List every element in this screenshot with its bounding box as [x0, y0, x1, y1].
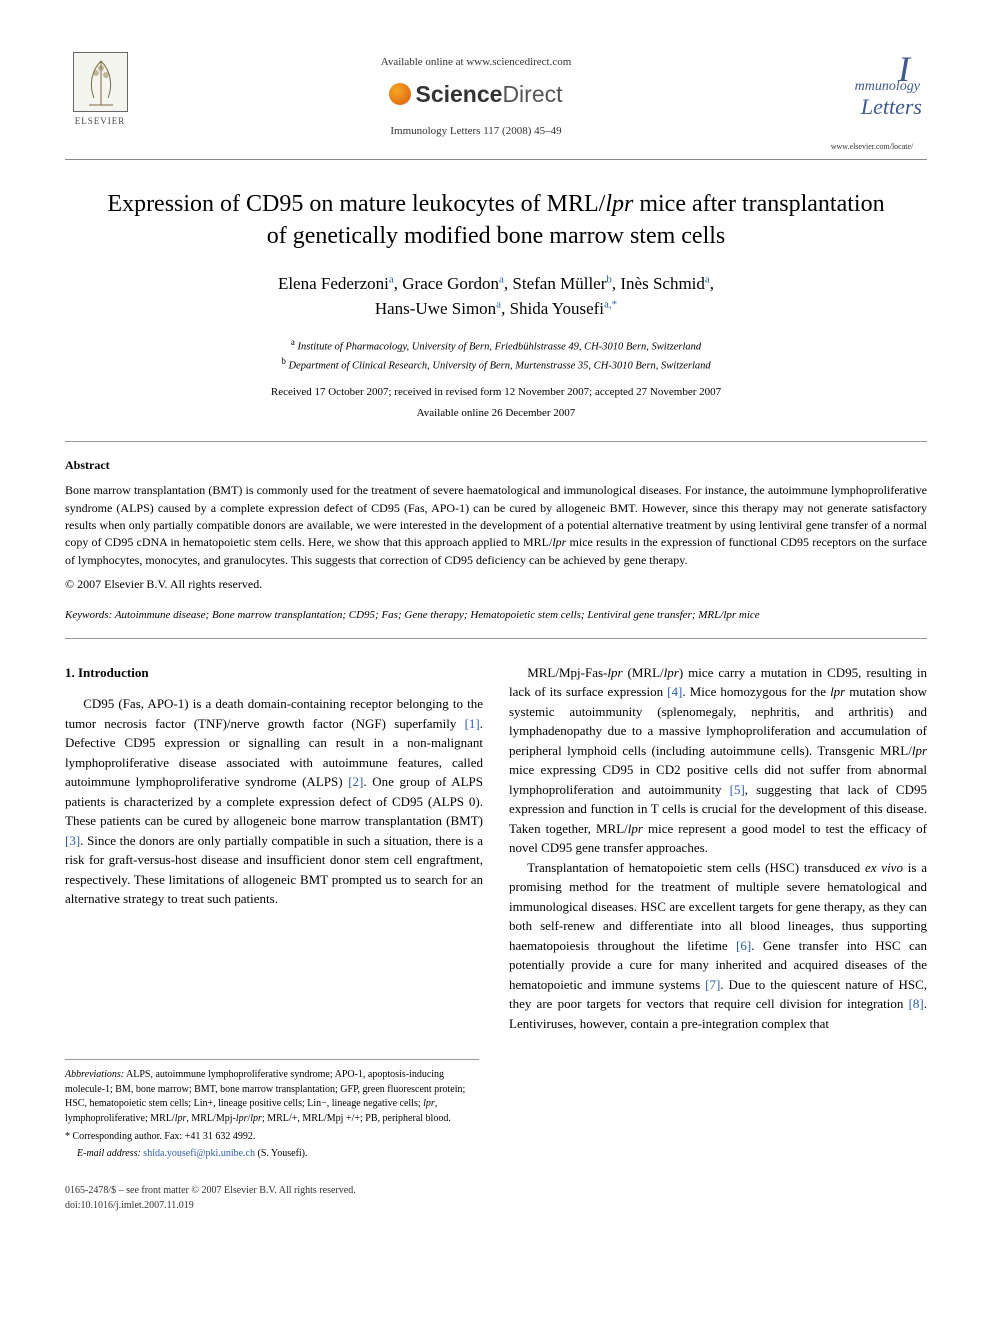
affil-link[interactable]: a [389, 273, 394, 285]
affil-link[interactable]: a [705, 273, 710, 285]
citation-link[interactable]: [5] [730, 782, 745, 797]
publication-header: ELSEVIER Available online at www.science… [65, 50, 927, 160]
sciencedirect-logo: ScienceDirect [135, 77, 817, 112]
article-dates: Received 17 October 2007; received in re… [65, 384, 927, 401]
left-column: 1. Introduction CD95 (Fas, APO-1) is a d… [65, 663, 483, 1034]
author: Hans-Uwe Simona [375, 299, 501, 318]
abstract-text: Bone marrow transplantation (BMT) is com… [65, 483, 927, 567]
affiliation-a: a Institute of Pharmacology, University … [65, 336, 927, 355]
elsevier-logo: ELSEVIER [65, 50, 135, 130]
paragraph: CD95 (Fas, APO-1) is a death domain-cont… [65, 694, 483, 909]
elsevier-label: ELSEVIER [75, 115, 126, 129]
affiliation-b: b Department of Clinical Research, Unive… [65, 355, 927, 374]
corresponding-author: * Corresponding author. Fax: +41 31 632 … [65, 1130, 479, 1145]
journal-citation-line: Immunology Letters 117 (2008) 45–49 [135, 123, 817, 140]
keywords: Keywords: Autoimmune disease; Bone marro… [65, 607, 927, 624]
keywords-label: Keywords: [65, 609, 112, 621]
citation-link[interactable]: [3] [65, 833, 80, 848]
affil-link[interactable]: b [606, 273, 612, 285]
divider [65, 638, 927, 639]
publication-center: Available online at www.sciencedirect.co… [135, 50, 817, 140]
right-column: MRL/Mpj-Fas-lpr (MRL/lpr) mice carry a m… [509, 663, 927, 1034]
abstract-body: Bone marrow transplantation (BMT) is com… [65, 482, 927, 569]
author-list: Elena Federzonia, Grace Gordona, Stefan … [65, 271, 927, 322]
paragraph: Transplantation of hematopoietic stem ce… [509, 858, 927, 1034]
journal-url: www.elsevier.com/locate/ [817, 141, 927, 153]
keywords-list: Autoimmune disease; Bone marrow transpla… [115, 609, 760, 621]
abbreviations: Abbreviations: ALPS, autoimmune lymphopr… [65, 1068, 479, 1126]
citation-link[interactable]: [1] [465, 716, 480, 731]
elsevier-tree-icon [73, 52, 128, 112]
section-heading: 1. Introduction [65, 663, 483, 683]
citation-link[interactable]: [6] [736, 938, 751, 953]
sciencedirect-swirl-icon [389, 83, 411, 105]
divider [65, 441, 927, 442]
available-online-line: Available online at www.sciencedirect.co… [135, 54, 817, 71]
copyright-line: © 2007 Elsevier B.V. All rights reserved… [65, 575, 927, 593]
citation-link[interactable]: [7] [705, 977, 720, 992]
citation-link[interactable]: [8] [909, 996, 924, 1011]
journal-word-2: Letters [861, 90, 922, 123]
page-footer: 0165-2478/$ – see front matter © 2007 El… [65, 1183, 927, 1213]
paragraph: MRL/Mpj-Fas-lpr (MRL/lpr) mice carry a m… [509, 663, 927, 858]
email-link[interactable]: shida.yousefi@pki.unibe.ch [143, 1148, 255, 1159]
footer-left: 0165-2478/$ – see front matter © 2007 El… [65, 1183, 356, 1213]
citation-link[interactable]: [4] [667, 684, 682, 699]
citation-link[interactable]: [2] [348, 774, 363, 789]
author: Inès Schmida [620, 274, 709, 293]
abstract-heading: Abstract [65, 456, 927, 474]
affil-link[interactable]: a [604, 299, 609, 311]
author: Shida Yousefia,* [510, 299, 618, 318]
author: Grace Gordona [402, 274, 504, 293]
corresponding-link[interactable]: * [612, 299, 618, 311]
email-line: E-mail address: shida.yousefi@pki.unibe.… [65, 1147, 479, 1162]
author: Elena Federzonia [278, 274, 394, 293]
footnotes: Abbreviations: ALPS, autoimmune lymphopr… [65, 1059, 479, 1161]
affil-link[interactable]: a [499, 273, 504, 285]
body-columns: 1. Introduction CD95 (Fas, APO-1) is a d… [65, 663, 927, 1034]
author: Stefan Müllerb [512, 274, 611, 293]
sciencedirect-text: ScienceDirect [415, 77, 562, 112]
article-title: Expression of CD95 on mature leukocytes … [105, 188, 887, 253]
journal-logo: I mmunology Letters www.elsevier.com/loc… [817, 50, 927, 153]
available-online-date: Available online 26 December 2007 [65, 405, 927, 422]
affiliations: a Institute of Pharmacology, University … [65, 336, 927, 375]
affil-link[interactable]: a [496, 299, 501, 311]
